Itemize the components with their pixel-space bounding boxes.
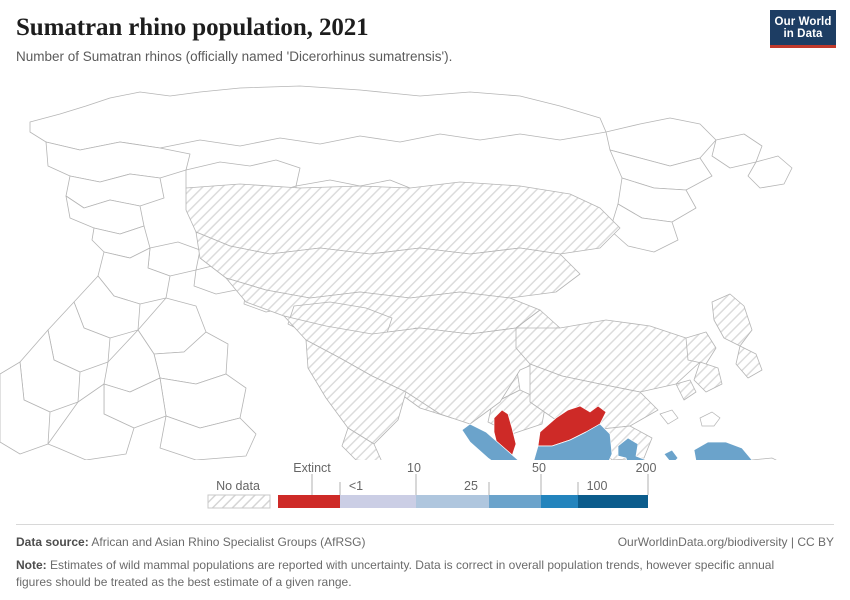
footer-source-text: African and Asian Rhino Specialist Group… — [91, 535, 366, 549]
footer-note-label: Note: — [16, 558, 47, 573]
legend-tick-extinct: Extinct — [293, 462, 331, 475]
footer-source-row: Data source: African and Asian Rhino Spe… — [16, 534, 834, 550]
legend-tick-lt1: <1 — [349, 479, 363, 493]
chart-footer: Data source: African and Asian Rhino Spe… — [0, 524, 850, 591]
map-countries-valued[interactable] — [461, 405, 753, 460]
map-legend[interactable]: No data Extinct 10 50 200 — [0, 462, 850, 518]
legend-bin-extinct[interactable] — [278, 495, 340, 508]
country-indonesia-maluku[interactable] — [663, 449, 679, 460]
footer-link[interactable]: OurWorldinData.org/biodiversity | CC BY — [617, 535, 834, 549]
owid-logo[interactable]: Our World in Data — [770, 10, 836, 48]
country-indonesia-papua[interactable] — [693, 441, 753, 460]
legend-tick-10: 10 — [407, 462, 421, 475]
owid-logo-line1: Our World — [774, 15, 832, 28]
legend-bin-10-25[interactable] — [416, 495, 489, 508]
country-indonesia-sumatra[interactable] — [461, 423, 560, 460]
legend-no-data-swatch[interactable] — [207, 494, 271, 509]
legend-tick-200: 200 — [636, 462, 657, 475]
footer-divider — [16, 524, 834, 525]
legend-no-data-label: No data — [216, 479, 260, 493]
map-countries-nodata-hatched — [185, 181, 763, 460]
legend-bin-50-100[interactable] — [541, 495, 578, 508]
page-subtitle: Number of Sumatran rhinos (officially na… — [16, 49, 453, 64]
legend-tick-100: 100 — [587, 479, 608, 493]
footer-source-label: Data source: — [16, 535, 89, 549]
legend-bin-1-10[interactable] — [340, 495, 416, 508]
country-indonesia-kalimantan[interactable] — [533, 423, 613, 460]
footer-note-text: Estimates of wild mammal populations are… — [16, 558, 775, 590]
footer-note: Note: Estimates of wild mammal populatio… — [16, 557, 806, 591]
legend-tick-25: 25 — [464, 479, 478, 493]
map-islands-nodata — [659, 409, 777, 460]
footer-source: Data source: African and Asian Rhino Spe… — [16, 534, 366, 550]
owid-logo-line2: in Data — [783, 28, 823, 40]
legend-bin-100-200[interactable] — [578, 495, 648, 508]
page-title: Sumatran rhino population, 2021 — [16, 14, 369, 41]
country-indonesia-sulawesi[interactable] — [617, 437, 650, 460]
legend-ticks — [311, 474, 649, 495]
legend-bin-25-50[interactable] — [489, 495, 541, 508]
legend-tick-50: 50 — [532, 462, 546, 475]
choropleth-map[interactable] — [0, 62, 850, 460]
chart-header: Sumatran rhino population, 2021 Number o… — [0, 0, 850, 66]
